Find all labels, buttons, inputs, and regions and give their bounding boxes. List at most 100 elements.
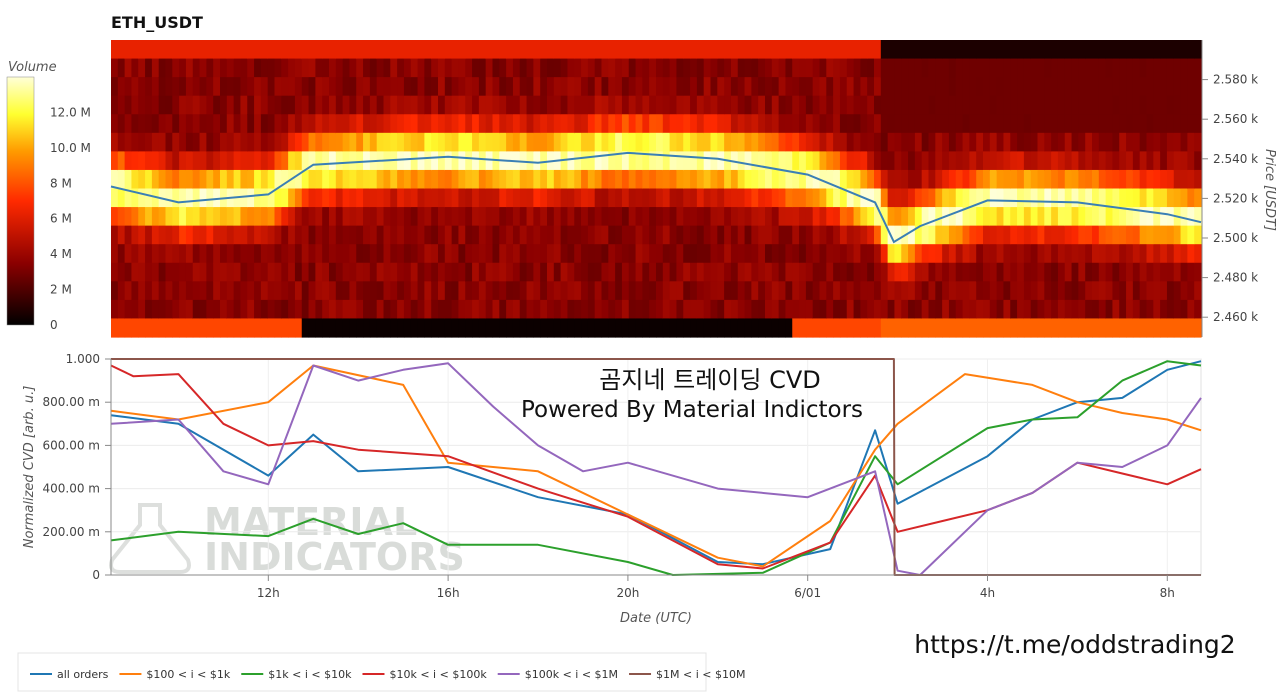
heatmap-cell [642,169,650,190]
heatmap-cell [730,299,739,320]
heatmap-cell [444,169,453,190]
heatmap-cell [403,207,412,227]
heatmap-cell [942,318,950,338]
heatmap-cell [765,95,773,115]
heatmap-cell [833,207,841,227]
heatmap-cell [397,169,405,190]
heatmap-cell [703,225,712,245]
heatmap-cell [758,281,766,301]
heatmap-cell [751,281,759,301]
heatmap-cell [247,281,255,301]
heatmap-cell [478,151,487,171]
heatmap-cell [424,151,432,171]
heatmap-cell [771,281,780,301]
heatmap-cell [519,299,528,320]
heatmap-cell [315,132,323,152]
heatmap-cell [751,318,759,338]
heatmap-cell [329,77,337,97]
heatmap-cell [185,262,194,282]
heatmap-cell [526,225,534,245]
heatmap-cell [342,169,351,190]
heatmap-cell [676,151,684,171]
heatmap-cell [983,169,991,190]
heatmap-cell [485,225,494,245]
heatmap-cell [206,132,214,152]
heatmap-cell [349,262,357,282]
heatmap-cell [1166,114,1175,134]
heatmap-cell [690,95,698,115]
heatmap-cell [867,281,875,301]
heatmap-cell [424,188,432,208]
heatmap-cell [342,281,351,301]
heatmap-cell [199,114,207,134]
heatmap-cell [621,207,630,227]
heatmap-cell [335,169,344,190]
heatmap-cell [1023,318,1032,338]
heatmap-cell [649,262,657,282]
heatmap-cell [880,114,889,134]
heatmap-cell [1194,188,1202,208]
heatmap-cell [179,318,187,338]
heatmap-cell [512,244,521,264]
heatmap-cell [363,40,371,60]
heatmap-cell [1017,299,1025,320]
heatmap-cell [649,225,657,245]
heatmap-cell [492,225,500,245]
heatmap-cell [894,244,902,264]
heatmap-cell [860,281,868,301]
heatmap-cell [1153,281,1161,301]
heatmap-cell [1119,40,1127,60]
heatmap-cell [996,151,1005,171]
heatmap-cell [315,169,323,190]
heatmap-cell [226,114,235,134]
heatmap-cell [165,299,173,320]
heatmap-cell [424,299,432,320]
heatmap-cell [758,169,766,190]
heatmap-cell [512,77,521,97]
heatmap-cell [1180,95,1188,115]
heatmap-cell [322,151,330,171]
heatmap-cell [587,58,596,78]
heatmap-cell [260,169,269,190]
heatmap-cell [519,281,528,301]
heatmap-cell [928,114,936,134]
heatmap-cell [151,188,160,208]
heatmap-cell [621,244,630,264]
heatmap-cell [1064,58,1073,78]
heatmap-cell [894,77,902,97]
heatmap-cell [301,58,310,78]
heatmap-cell [1071,318,1079,338]
heatmap-cell [976,151,984,171]
heatmap-cell [424,114,432,134]
heatmap-cell [1173,95,1182,115]
heatmap-cell [308,225,316,245]
heatmap-cell [1160,58,1168,78]
heatmap-cell [1132,225,1141,245]
heatmap-cell [403,58,412,78]
heatmap-cell [151,318,160,338]
heatmap-cell [826,188,834,208]
telegram-link[interactable]: https://t.me/oddstrading2 [914,630,1235,659]
heatmap-cell [165,95,173,115]
heatmap-cell [533,169,541,190]
heatmap-cell [690,299,698,320]
heatmap-cell [117,244,126,264]
heatmap-cell [833,77,841,97]
heatmap-cell [805,299,814,320]
heatmap-cell [281,207,289,227]
heatmap-cell [867,114,875,134]
heatmap-cell [220,169,228,190]
heatmap-cell [506,114,514,134]
heatmap-cell [901,151,909,171]
heatmap-cell [192,299,201,320]
heatmap-cell [226,169,235,190]
heatmap-cell [730,244,739,264]
heatmap-cell [335,207,344,227]
heatmap-cell [567,299,575,320]
heatmap-cell [594,281,603,301]
heatmap-cell [846,40,855,60]
heatmap-cell [799,169,807,190]
heatmap-cell [438,299,446,320]
heatmap-cell [267,318,276,338]
heatmap-cell [690,188,698,208]
